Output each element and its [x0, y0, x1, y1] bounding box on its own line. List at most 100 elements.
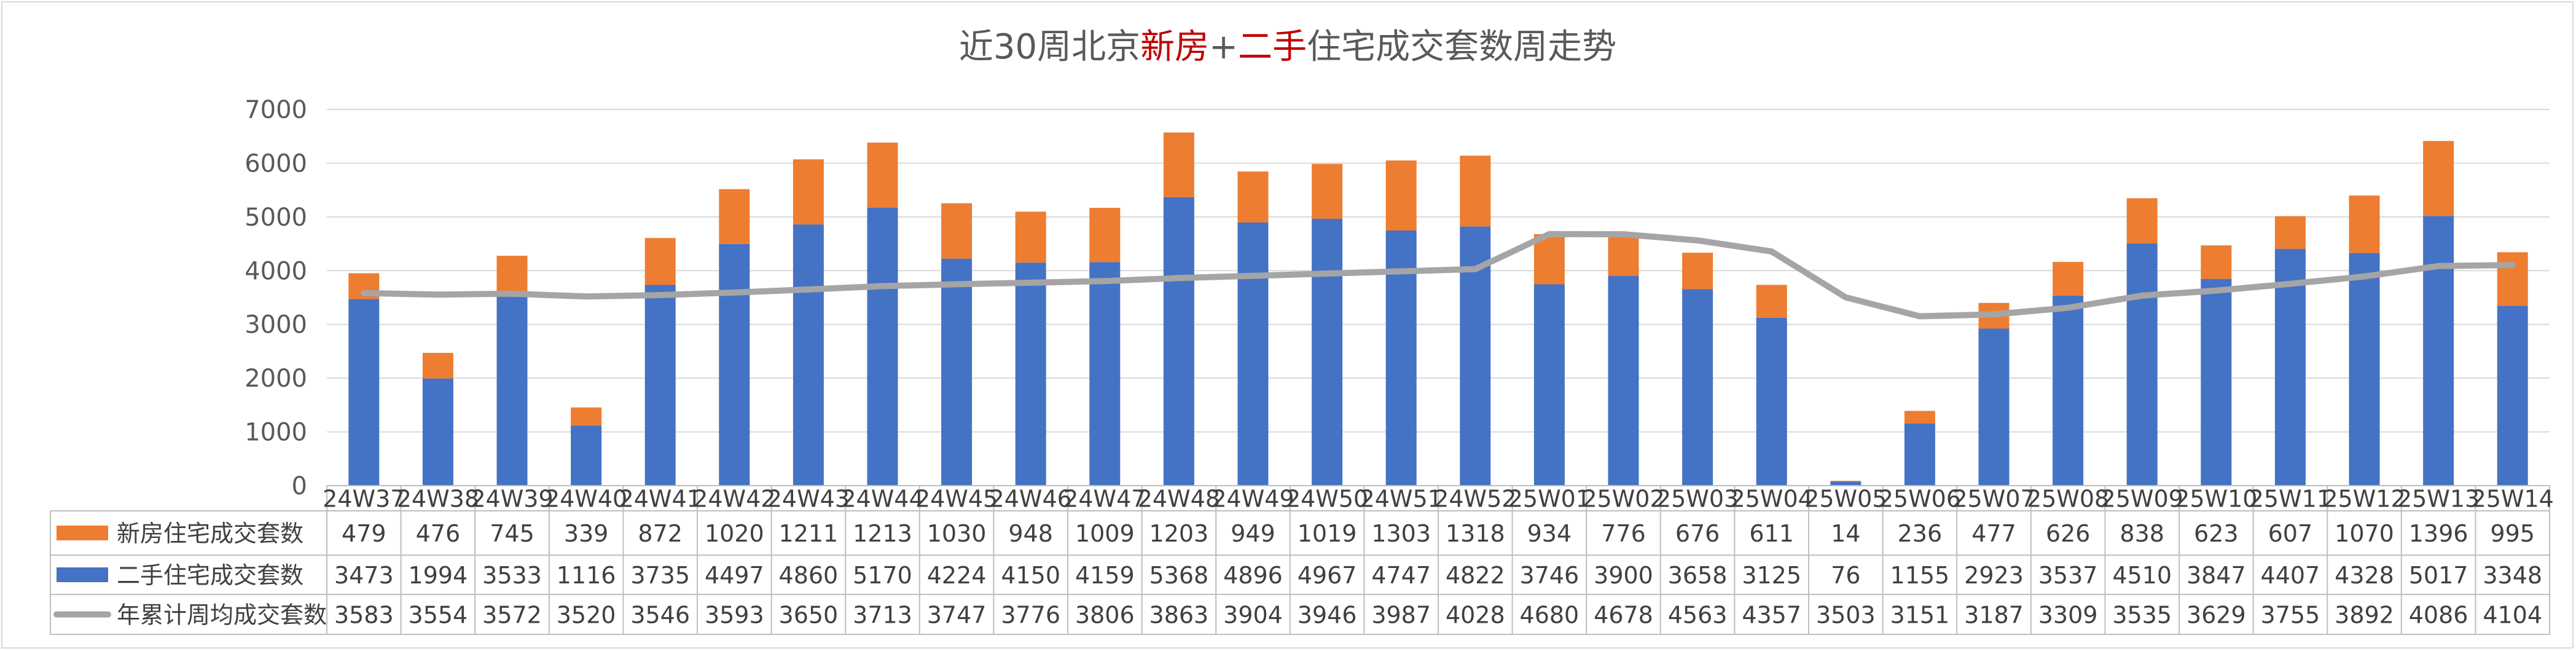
data-label: 4563 [1668, 602, 1728, 629]
data-label: 3348 [2483, 562, 2542, 589]
bar-new-home [1312, 164, 1343, 219]
x-tick-label: 24W51 [1360, 486, 1443, 513]
x-tick-label: 25W01 [1508, 486, 1591, 513]
data-label: 1020 [705, 520, 764, 547]
line-series [361, 231, 2516, 320]
title-segment-2: + [1209, 27, 1238, 67]
data-label: 948 [1008, 520, 1053, 547]
bar-second-hand [2349, 253, 2380, 486]
data-label: 3904 [1223, 602, 1283, 629]
x-tick-label: 24W49 [1212, 486, 1294, 513]
data-label: 3629 [2186, 602, 2246, 629]
x-tick-label: 24W50 [1286, 486, 1368, 513]
data-label: 3892 [2335, 602, 2394, 629]
data-label: 934 [1527, 520, 1572, 547]
bar-new-home [1682, 253, 1713, 290]
title-segment-1: 新房 [1140, 27, 1209, 67]
bar-new-home [1756, 285, 1787, 318]
bar-new-home [2497, 252, 2528, 306]
data-label: 626 [2046, 520, 2091, 547]
data-label: 4860 [779, 562, 839, 589]
data-label: 3583 [334, 602, 394, 629]
x-tick-label: 24W40 [545, 486, 627, 513]
data-label: 3572 [482, 602, 542, 629]
bar-new-home [496, 255, 528, 296]
bar-second-hand [2053, 295, 2084, 486]
bar-second-hand [1089, 262, 1121, 486]
bar-second-hand [1533, 284, 1565, 486]
bar-second-hand [2126, 243, 2158, 486]
data-label: 3776 [1001, 602, 1060, 629]
bar-second-hand [793, 224, 824, 486]
data-label: 3847 [2186, 562, 2246, 589]
data-label: 3473 [334, 562, 394, 589]
data-label: 3863 [1149, 602, 1209, 629]
data-label: 4104 [2483, 602, 2542, 629]
x-tick-label: 24W39 [471, 486, 553, 513]
data-label: 995 [2490, 520, 2535, 547]
data-label: 3806 [1075, 602, 1135, 629]
x-tick-label: 25W13 [2397, 486, 2480, 513]
data-label: 776 [1601, 520, 1646, 547]
y-tick-label: 7000 [245, 96, 307, 124]
bar-second-hand [1312, 218, 1343, 486]
data-label: 3187 [1964, 602, 2024, 629]
data-label: 5368 [1149, 562, 1209, 589]
legend-swatch [57, 526, 108, 540]
x-tick-label: 25W12 [2323, 486, 2405, 513]
x-tick-label: 25W04 [1731, 486, 1813, 513]
data-label: 3125 [1742, 562, 1801, 589]
data-label: 607 [2268, 520, 2313, 547]
y-tick-label: 0 [292, 472, 307, 500]
data-label: 3658 [1668, 562, 1728, 589]
y-tick-label: 6000 [245, 149, 307, 178]
x-tick-label: 25W03 [1656, 486, 1739, 513]
data-label: 623 [2194, 520, 2239, 547]
data-label: 3535 [2112, 602, 2172, 629]
data-label: 1203 [1149, 520, 1209, 547]
data-label: 3533 [482, 562, 542, 589]
data-label: 3650 [779, 602, 839, 629]
bar-second-hand [1237, 222, 1269, 486]
data-label: 4680 [1520, 602, 1580, 629]
title-segment-4: 住宅成交套数周走势 [1307, 27, 1616, 67]
y-tick-label: 1000 [245, 419, 307, 447]
bar-new-home [644, 238, 676, 285]
x-tick-label: 25W07 [1952, 486, 2035, 513]
bar-new-home [2126, 198, 2158, 243]
bar-second-hand [1608, 276, 1639, 486]
x-tick-label: 24W48 [1138, 486, 1220, 513]
data-label: 872 [638, 520, 683, 547]
data-label: 1070 [2335, 520, 2394, 547]
data-label: 4150 [1001, 562, 1060, 589]
x-tick-label: 24W44 [841, 486, 923, 513]
data-label: 4028 [1446, 602, 1505, 629]
x-tick-label: 25W11 [2249, 486, 2331, 513]
legend-label: 新房住宅成交套数 [117, 520, 303, 547]
bar-second-hand [2423, 216, 2454, 486]
data-label: 4328 [2335, 562, 2394, 589]
bar-new-home [793, 159, 824, 225]
bar-second-hand [644, 285, 676, 486]
data-label: 4159 [1075, 562, 1135, 589]
data-label: 4086 [2409, 602, 2468, 629]
data-label: 2923 [1964, 562, 2024, 589]
title-segment-3: 二手 [1238, 27, 1307, 67]
data-label: 1396 [2409, 520, 2468, 547]
data-label: 4224 [927, 562, 987, 589]
bar-second-hand [348, 299, 380, 486]
data-label: 339 [564, 520, 609, 547]
data-label: 745 [490, 520, 534, 547]
y-tick-label: 2000 [245, 365, 307, 393]
data-label: 3593 [705, 602, 764, 629]
bar-second-hand [867, 207, 898, 486]
bar-new-home [2201, 245, 2232, 279]
data-label: 611 [1749, 520, 1794, 547]
data-label: 3746 [1520, 562, 1580, 589]
data-label: 949 [1231, 520, 1275, 547]
data-label: 676 [1675, 520, 1720, 547]
data-label: 3554 [409, 602, 468, 629]
data-label: 3520 [557, 602, 616, 629]
data-label: 838 [2120, 520, 2164, 547]
data-label: 4678 [1594, 602, 1653, 629]
